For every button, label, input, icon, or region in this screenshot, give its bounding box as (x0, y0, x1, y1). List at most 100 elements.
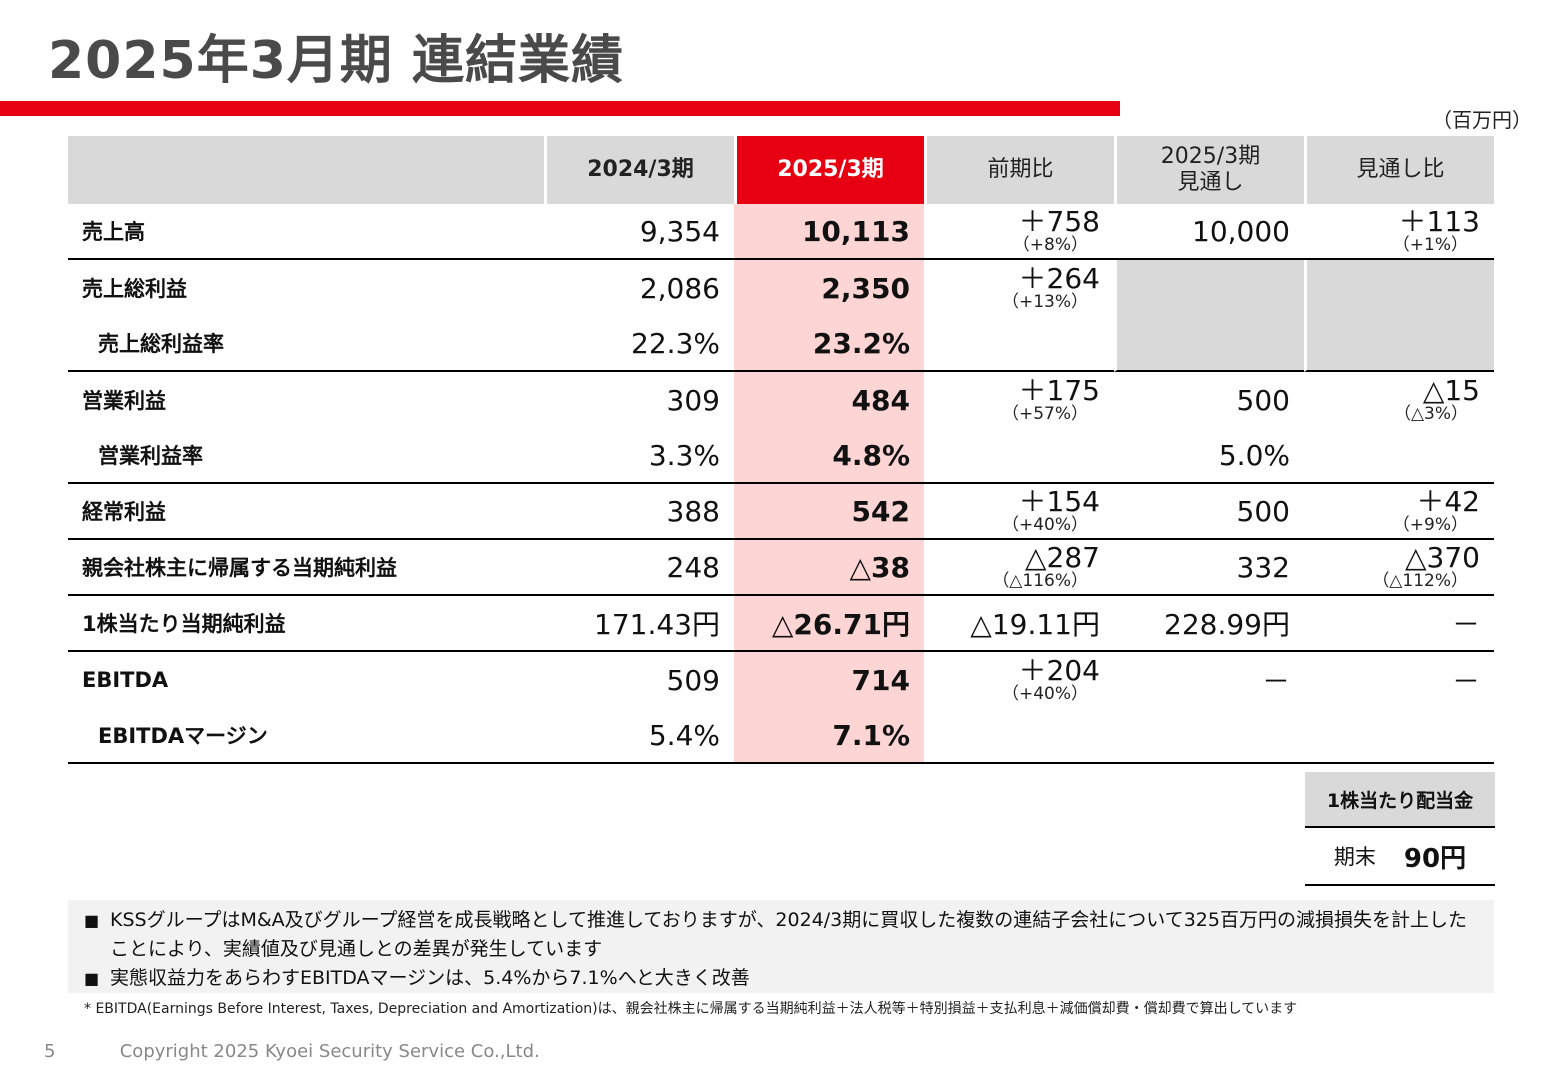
table-row: 売上総利益 2,086 2,350 ＋264 （+13%） (68, 260, 1494, 316)
note-item: ■ KSSグループはM&A及びグループ経営を成長戦略として推進しておりますが、2… (84, 906, 1478, 964)
forecast-value: 500 (1114, 484, 1304, 540)
note-item: ■ 実態収益力をあらわすEBITDAマージンは、5.4%から7.1%へと大きく改… (84, 964, 1478, 993)
row-label: 1株当たり当期純利益 (68, 596, 544, 652)
yoy-change: ＋204 （+40%） (924, 652, 1114, 708)
change-value: ＋175 (1018, 374, 1100, 407)
yoy-change: △19.11円 (924, 596, 1114, 652)
forecast-change: － (1451, 665, 1480, 698)
change-percent: （+8%） (1012, 235, 1088, 255)
title-accent-rule (0, 101, 1120, 116)
forecast-change: △370 （△112%） (1304, 540, 1494, 596)
yoy-change-empty (924, 708, 1114, 764)
change-value: ＋113 (1398, 205, 1480, 238)
row-label: 親会社株主に帰属する当期純利益 (68, 540, 544, 596)
yoy-change: △287 （△116%） (924, 540, 1114, 596)
current-value: 484 (734, 372, 924, 428)
copyright: Copyright 2025 Kyoei Security Service Co… (119, 1041, 540, 1062)
change-percent: （△112%） (1372, 571, 1468, 591)
prev-value: 3.3% (544, 428, 734, 484)
prev-value: 388 (544, 484, 734, 540)
forecast-change: － (1304, 596, 1494, 652)
current-value: 23.2% (734, 316, 924, 372)
table-row: 売上総利益率 22.3% 23.2% (68, 316, 1494, 372)
prev-value: 5.4% (544, 708, 734, 764)
prev-value: 248 (544, 540, 734, 596)
prev-value: 171.43円 (544, 596, 734, 652)
current-value: △26.71円 (734, 596, 924, 652)
footnote: * EBITDA(Earnings Before Interest, Taxes… (84, 1001, 1298, 1017)
note-text: 実態収益力をあらわすEBITDAマージンは、5.4%から7.1%へと大きく改善 (110, 967, 750, 989)
table-row: 経常利益 388 542 ＋154 （+40%） 500 ＋42 （+9%） (68, 484, 1494, 540)
change-percent: （+13%） (1001, 292, 1088, 312)
unit-label: （百万円） (1432, 108, 1532, 132)
table-row: 親会社株主に帰属する当期純利益 248 △38 △287 （△116%） 332 … (68, 540, 1494, 596)
row-label: 売上総利益率 (68, 316, 544, 372)
change-value: ＋758 (1018, 205, 1100, 238)
yoy-change-empty (924, 428, 1114, 484)
dividend-row: 期末 90円 (1305, 828, 1495, 886)
square-bullet-icon: ■ (84, 969, 100, 988)
table-row: 営業利益率 3.3% 4.8% 5.0% (68, 428, 1494, 484)
yoy-change: ＋175 （+57%） (924, 372, 1114, 428)
row-label: 営業利益 (82, 389, 166, 413)
prev-value: 9,354 (544, 204, 734, 260)
yoy-change: ＋264 （+13%） (924, 260, 1114, 316)
prev-value: 2,086 (639, 271, 720, 305)
dividend-box: 1株当たり配当金 期末 90円 (1305, 772, 1495, 886)
current-value: 7.1% (734, 708, 924, 764)
header-forecast-text: 2025/3期 見通し (1160, 144, 1261, 195)
header-yoy-change: 前期比 (924, 136, 1114, 204)
change-percent: （+57%） (1001, 404, 1088, 424)
current-value: 4.8% (734, 428, 924, 484)
change-value: ＋154 (1018, 485, 1100, 518)
row-label: EBITDAマージン (68, 708, 544, 764)
current-value: 10,113 (734, 204, 924, 260)
change-value: ＋204 (1018, 654, 1100, 687)
table-row: 1株当たり当期純利益 171.43円 △26.71円 △19.11円 228.9… (68, 596, 1494, 652)
notes-box: ■ KSSグループはM&A及びグループ経営を成長戦略として推進しておりますが、2… (68, 900, 1494, 993)
header-vs-forecast: 見通し比 (1304, 136, 1494, 204)
forecast-value-empty (1114, 260, 1304, 316)
change-value: △15 (1422, 374, 1480, 407)
row-label: 売上高 (68, 204, 544, 260)
table-row: EBITDAマージン 5.4% 7.1% (68, 708, 1494, 764)
page-title: 2025年3月期 連結業績 (48, 31, 625, 91)
forecast-change-empty (1304, 428, 1494, 484)
change-value: ＋42 (1416, 485, 1480, 518)
row-label: 営業利益率 (68, 428, 544, 484)
dividend-header: 1株当たり配当金 (1305, 772, 1495, 828)
forecast-value-empty (1114, 708, 1304, 764)
forecast-change-empty (1304, 708, 1494, 764)
forecast-value: 10,000 (1114, 204, 1304, 260)
forecast-value-empty (1114, 316, 1304, 372)
change-percent: （+9%） (1392, 515, 1468, 535)
results-table: 2024/3期 2025/3期 前期比 2025/3期 見通し 見通し比 売上高 … (68, 136, 1494, 764)
row-label: 経常利益 (68, 484, 544, 540)
change-percent: （+40%） (1001, 684, 1088, 704)
prev-value: 22.3% (544, 316, 734, 372)
forecast-value: － (1261, 665, 1290, 698)
change-value: ＋264 (1018, 262, 1100, 295)
forecast-change-empty (1304, 316, 1494, 372)
forecast-value: 500 (1236, 383, 1290, 417)
table-row: EBITDA 509 714 ＋204 （+40%） － － (68, 652, 1494, 708)
forecast-value: 332 (1114, 540, 1304, 596)
row-label: 売上総利益 (82, 277, 187, 301)
prev-value: 309 (666, 383, 720, 417)
forecast-change: △15 （△3%） (1304, 372, 1494, 428)
header-prev-year: 2024/3期 (544, 136, 734, 204)
change-percent: （△116%） (992, 571, 1088, 591)
header-label (68, 136, 544, 204)
row-label: EBITDA (82, 668, 169, 692)
change-value: △370 (1405, 541, 1480, 574)
forecast-value: 5.0% (1114, 428, 1304, 484)
page-footer: 5 Copyright 2025 Kyoei Security Service … (44, 1041, 540, 1062)
table-row: 営業利益 309 484 ＋175 （+57%） 500 △15 （△3%） (68, 372, 1494, 428)
forecast-change: ＋42 （+9%） (1304, 484, 1494, 540)
prev-value: 509 (666, 663, 720, 697)
current-value: △38 (734, 540, 924, 596)
yoy-change-empty (924, 316, 1114, 372)
change-percent: （+1%） (1392, 235, 1468, 255)
change-percent: （+40%） (1001, 515, 1088, 535)
change-percent: （△3%） (1393, 404, 1468, 424)
